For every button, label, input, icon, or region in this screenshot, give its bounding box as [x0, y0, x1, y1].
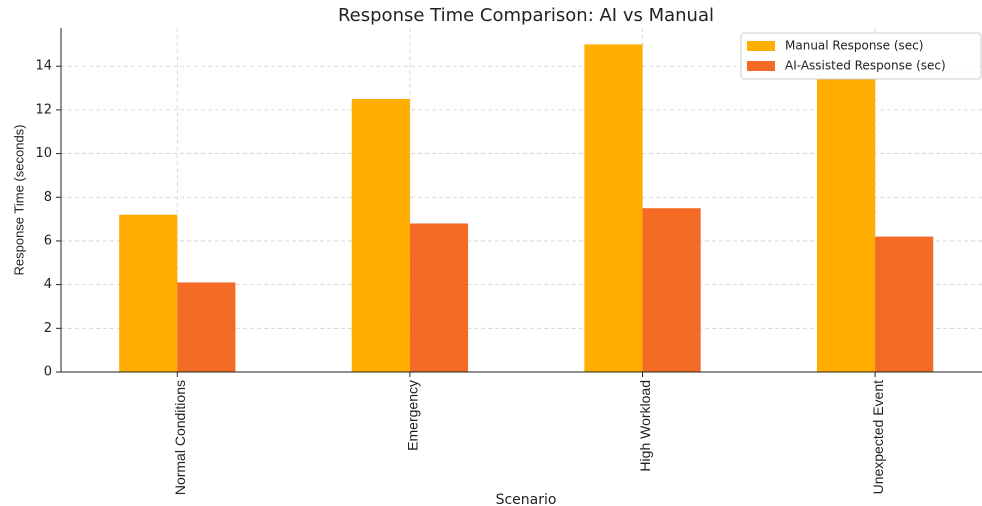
- y-axis-label: Response Time (seconds): [11, 124, 26, 275]
- legend-label: AI-Assisted Response (sec): [785, 59, 946, 73]
- y-tick-label: 10: [35, 146, 52, 161]
- y-tick-label: 14: [35, 59, 52, 74]
- bar: [584, 44, 643, 372]
- bar: [177, 282, 236, 372]
- x-tick-label: Unexpected Event: [870, 380, 886, 495]
- bar: [875, 236, 934, 372]
- y-tick-label: 6: [44, 233, 52, 248]
- y-tick-label: 12: [35, 102, 52, 117]
- y-tick-label: 8: [44, 190, 52, 205]
- bar: [642, 208, 701, 372]
- bar: [409, 223, 469, 372]
- x-axis-label: Scenario: [496, 492, 557, 506]
- x-tick-label: Emergency: [405, 380, 421, 451]
- bar: [351, 98, 410, 372]
- y-tick-label: 4: [44, 277, 52, 292]
- legend-label: Manual Response (sec): [785, 39, 923, 53]
- x-tick-label: Normal Conditions: [172, 380, 188, 495]
- legend-swatch: [747, 41, 775, 51]
- bar: [816, 79, 876, 373]
- y-tick-label: 2: [44, 321, 52, 336]
- legend-box: [740, 32, 982, 80]
- chart-title: Response Time Comparison: AI vs Manual: [338, 5, 714, 26]
- y-tick-label: 0: [44, 365, 52, 380]
- legend-swatch: [747, 61, 775, 71]
- bar: [119, 214, 178, 372]
- x-tick-label: High Workload: [637, 380, 653, 472]
